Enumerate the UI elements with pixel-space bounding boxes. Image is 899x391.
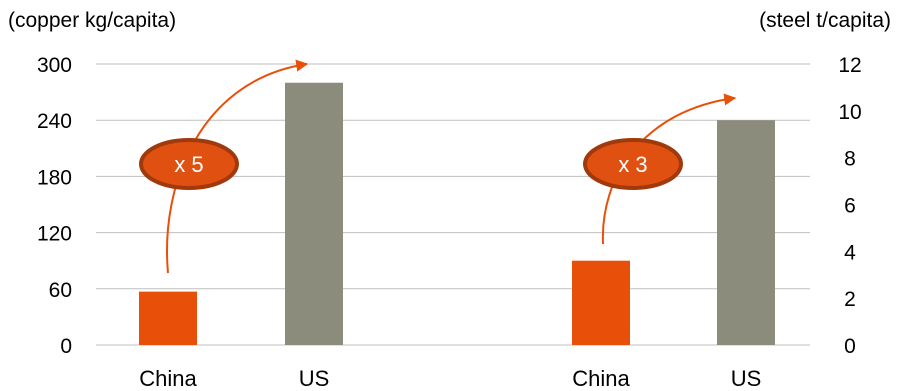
category-label-copper-china: China (139, 366, 197, 391)
right-tick-label-4: 4 (844, 241, 856, 264)
right-axis-ticks: 0 2 4 6 8 10 12 (838, 54, 861, 358)
left-tick-label-180: 180 (37, 166, 72, 189)
right-axis-unit-label: (steel t/capita) (759, 9, 891, 32)
bar-steel-china (572, 260, 630, 345)
left-tick-label-0: 0 (60, 335, 72, 358)
category-label-copper-us: US (299, 366, 330, 391)
bar-copper-china (139, 291, 197, 345)
left-tick-label-60: 60 (49, 279, 72, 302)
gridlines (96, 63, 810, 346)
left-tick-label-300: 300 (37, 54, 72, 77)
left-tick-label-120: 120 (37, 223, 72, 246)
category-label-steel-us: US (731, 366, 762, 391)
right-tick-label-6: 6 (844, 195, 856, 218)
bar-steel-us (717, 120, 775, 345)
category-label-steel-china: China (572, 366, 630, 391)
steel-multiplier-label: x 3 (618, 152, 647, 177)
bars (139, 82, 775, 345)
steel-multiplier-badge (583, 138, 683, 190)
category-labels: China US China US (139, 366, 761, 391)
bar-copper-us (285, 82, 343, 345)
left-tick-label-240: 240 (37, 110, 72, 133)
right-tick-label-10: 10 (838, 101, 861, 124)
left-axis-unit-label: (copper kg/capita) (8, 9, 176, 32)
right-tick-label-12: 12 (838, 54, 861, 77)
copper-multiplier-label: x 5 (174, 152, 203, 177)
copper-multiplier-badge (139, 138, 239, 190)
right-tick-label-8: 8 (844, 148, 856, 171)
right-tick-label-2: 2 (844, 288, 856, 311)
left-axis-ticks: 0 60 120 180 240 300 (37, 54, 72, 358)
right-tick-label-0: 0 (844, 335, 856, 358)
